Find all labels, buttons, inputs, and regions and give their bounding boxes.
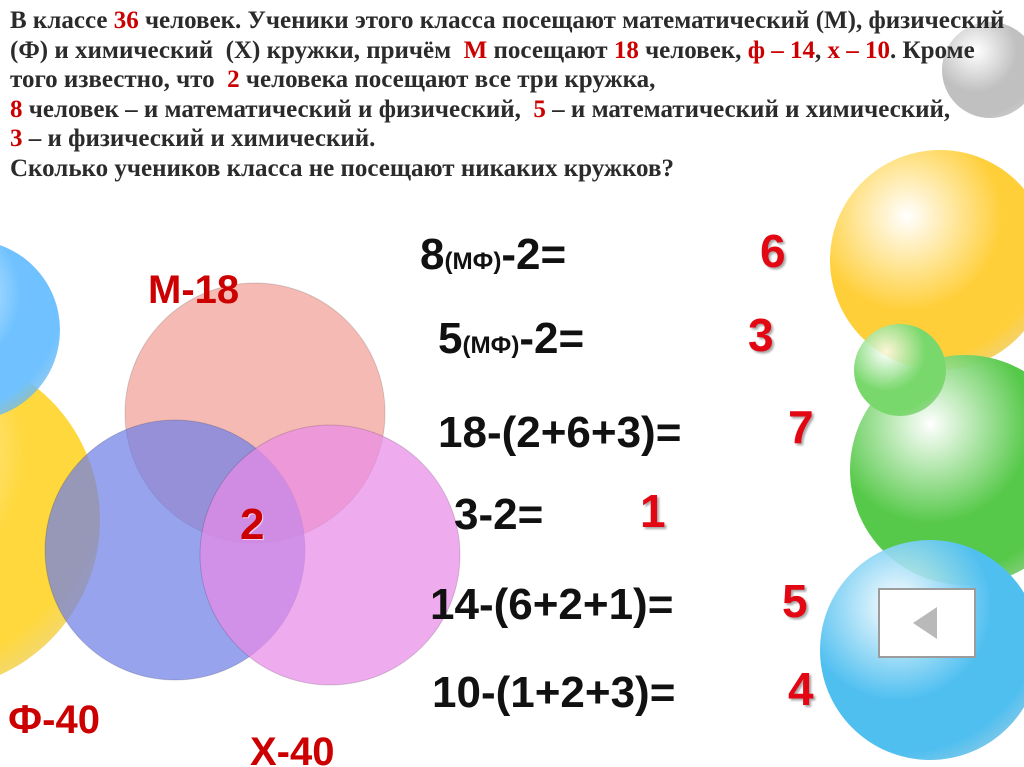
back-triangle-icon — [907, 603, 947, 643]
calc-expression: 10-(1+2+3)= — [432, 668, 675, 718]
calc-expression: 3-2= — [454, 490, 543, 540]
calc-answer: 3 — [748, 308, 774, 362]
calc-expression: 14-(6+2+1)= — [430, 580, 673, 630]
calc-expression: 8(МФ)-2= — [420, 230, 566, 280]
back-button[interactable] — [878, 588, 976, 658]
calc-answer: 1 — [640, 484, 666, 538]
calc-answer: 7 — [788, 400, 814, 454]
slide-stage: В классе 36 человек. Ученики этого класс… — [0, 0, 1024, 767]
venn-label: Ф-40 — [8, 698, 100, 743]
calc-answer: 5 — [782, 574, 808, 628]
venn-label: М-18 — [148, 268, 239, 313]
venn-center-value: 2 — [240, 500, 264, 550]
calc-expression: 18-(2+6+3)= — [438, 408, 681, 458]
venn-diagram — [0, 0, 1024, 767]
venn-label: Х-40 — [250, 730, 335, 767]
venn-circle-x — [200, 425, 460, 685]
calc-answer: 6 — [760, 224, 786, 278]
calc-expression: 5(МФ)-2= — [438, 314, 584, 364]
calc-answer: 4 — [788, 662, 814, 716]
